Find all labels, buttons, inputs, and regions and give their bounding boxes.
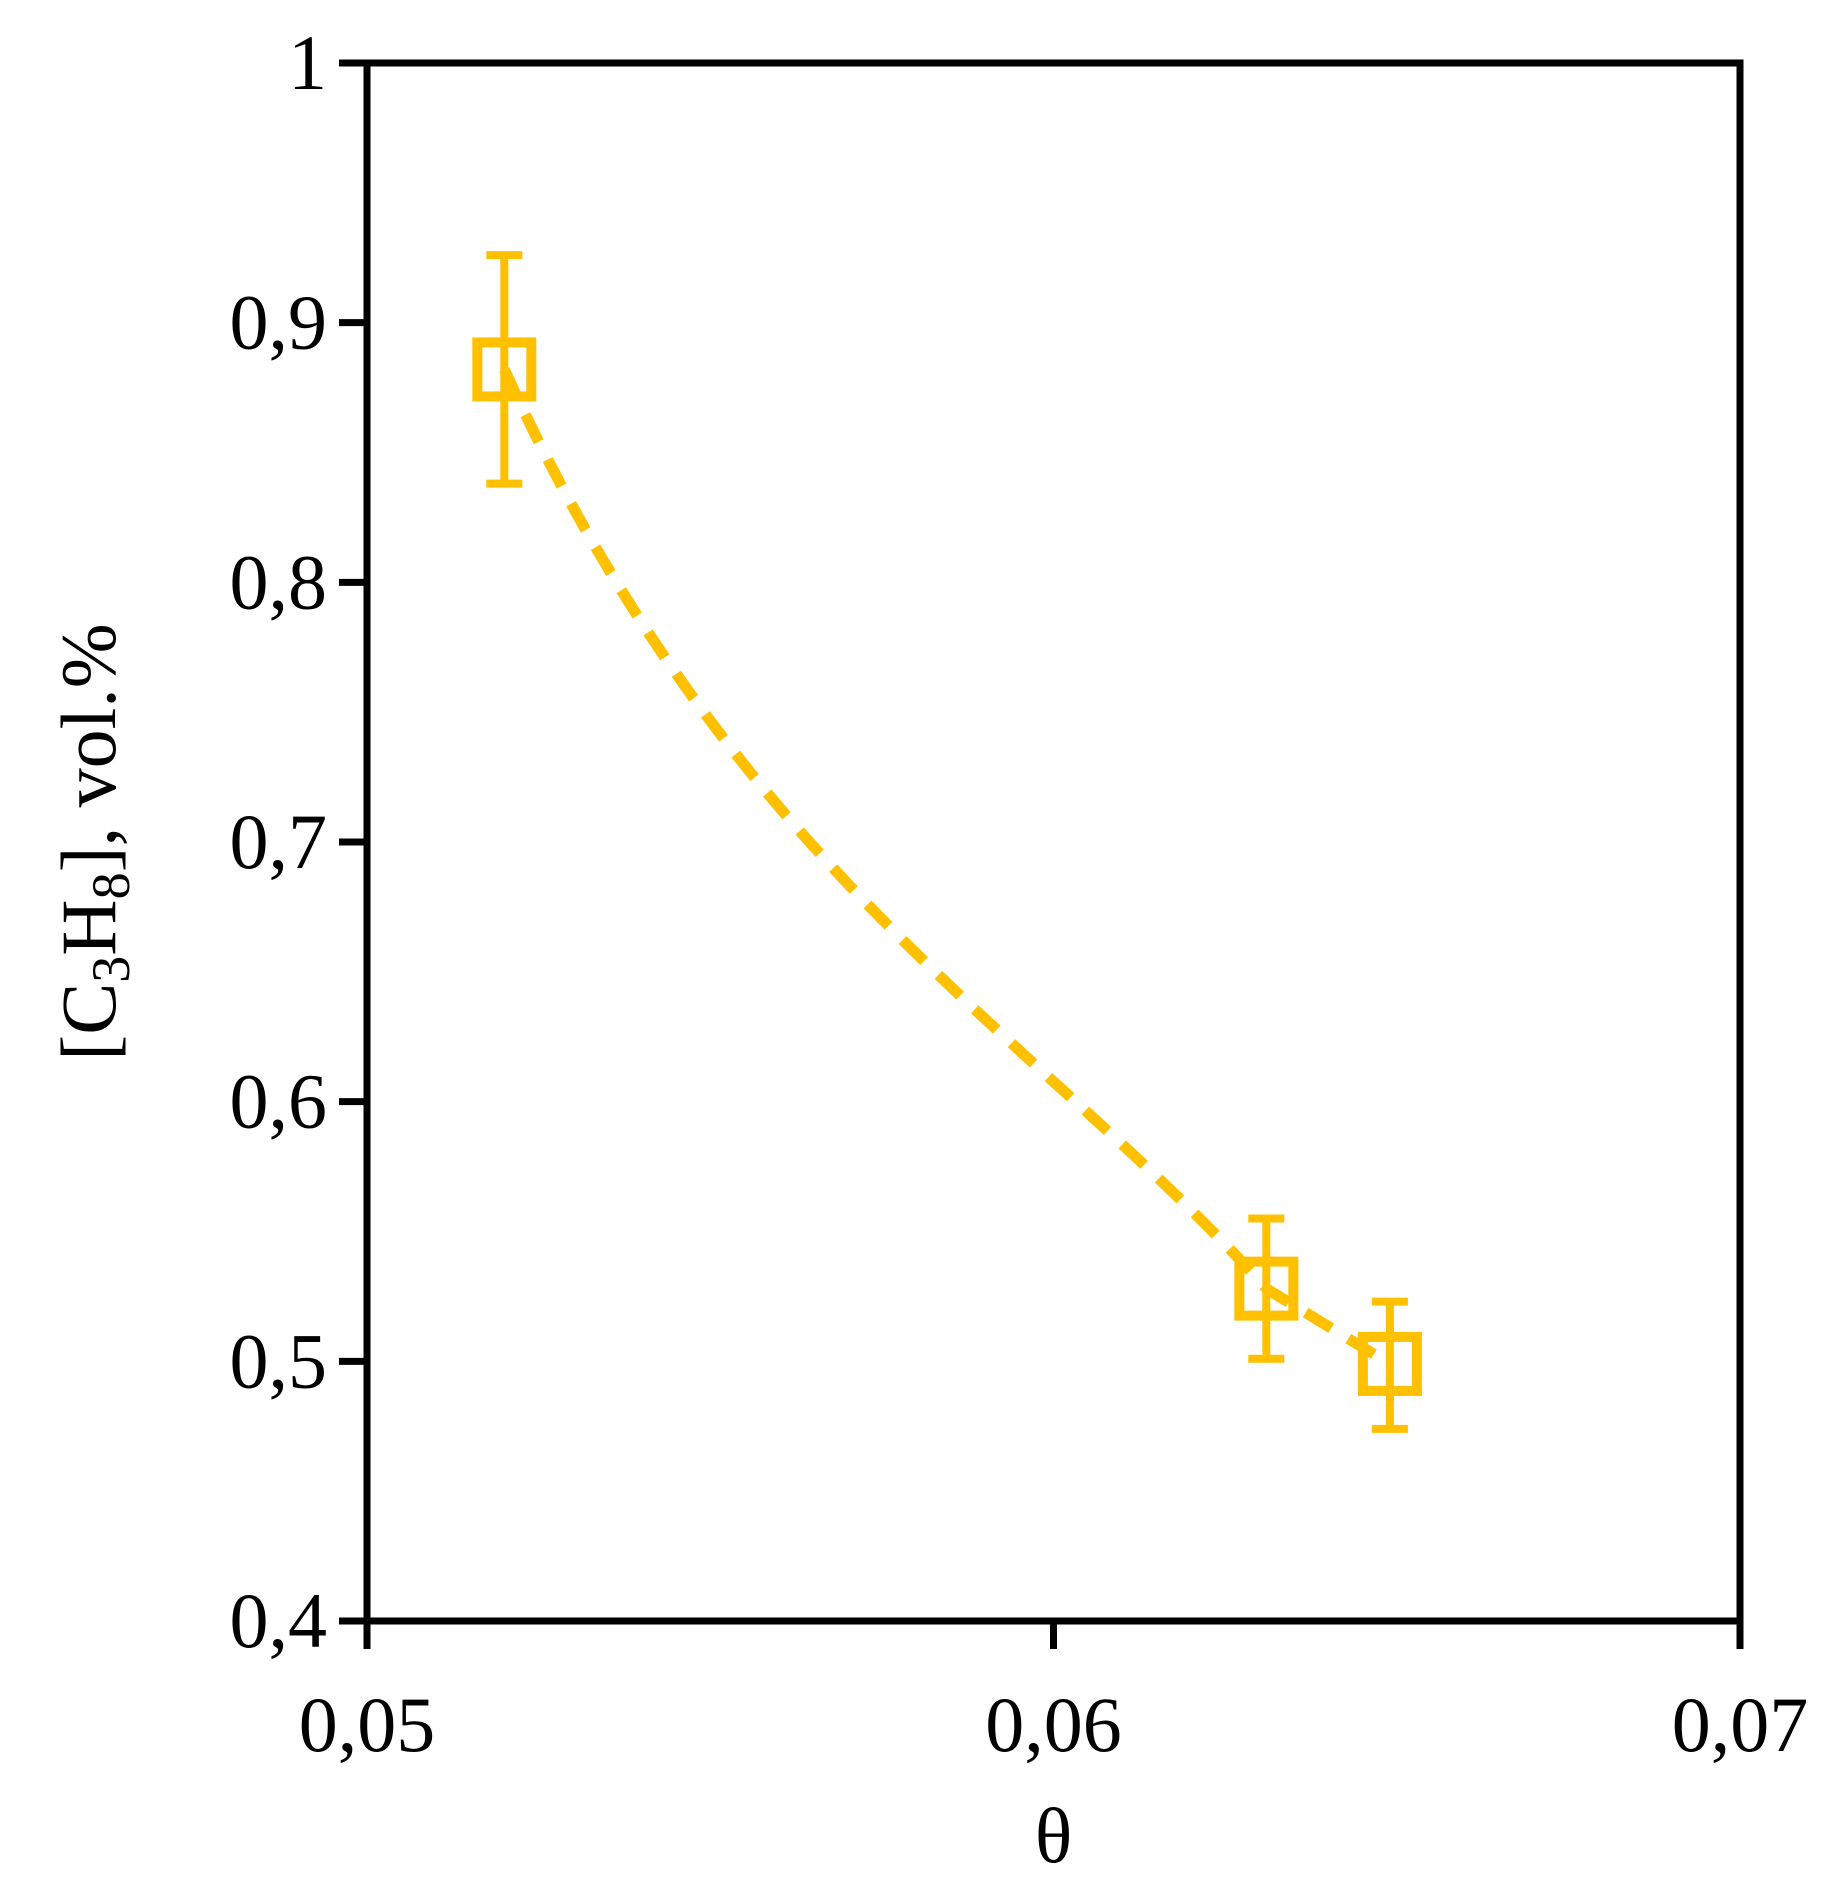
- y-axis-label-prefix: [C: [45, 983, 132, 1061]
- x-tick-label: 0,07: [1672, 1681, 1809, 1768]
- x-tick-label: 0,05: [299, 1681, 436, 1768]
- y-axis-label-mid: H: [45, 899, 132, 955]
- data-points-layer: [472, 251, 1422, 1433]
- x-axis-ticks: 0,05 0,06 0,07: [299, 1621, 1809, 1768]
- y-axis-label: [C3H8], vol.%: [45, 623, 141, 1060]
- trendline-layer: [499, 367, 1393, 1369]
- y-axis-ticks: 0,4 0,5 0,6 0,7 0,8 0,9 1: [230, 19, 367, 1664]
- y-tick-label: 0,4: [230, 1577, 328, 1664]
- plot-area-frame: [363, 59, 1744, 1625]
- y-axis-label-suffix: ], vol.%: [45, 623, 132, 872]
- data-point: [1357, 1331, 1422, 1396]
- y-axis-label-sub2: 8: [81, 872, 141, 899]
- data-point: [1234, 1256, 1299, 1321]
- y-tick-label: 1: [288, 19, 327, 106]
- y-tick-label: 0,6: [230, 1058, 328, 1145]
- y-tick-label: 0,7: [230, 798, 328, 885]
- y-axis-label-sub1: 3: [81, 956, 141, 983]
- y-tick-label: 0,5: [230, 1317, 328, 1404]
- x-axis-label: θ: [1035, 1792, 1072, 1879]
- y-tick-label: 0,9: [230, 279, 328, 366]
- trendline: [499, 367, 1393, 1369]
- x-tick-label: 0,06: [985, 1681, 1122, 1768]
- y-tick-label: 0,8: [230, 538, 328, 625]
- data-point: [472, 337, 537, 402]
